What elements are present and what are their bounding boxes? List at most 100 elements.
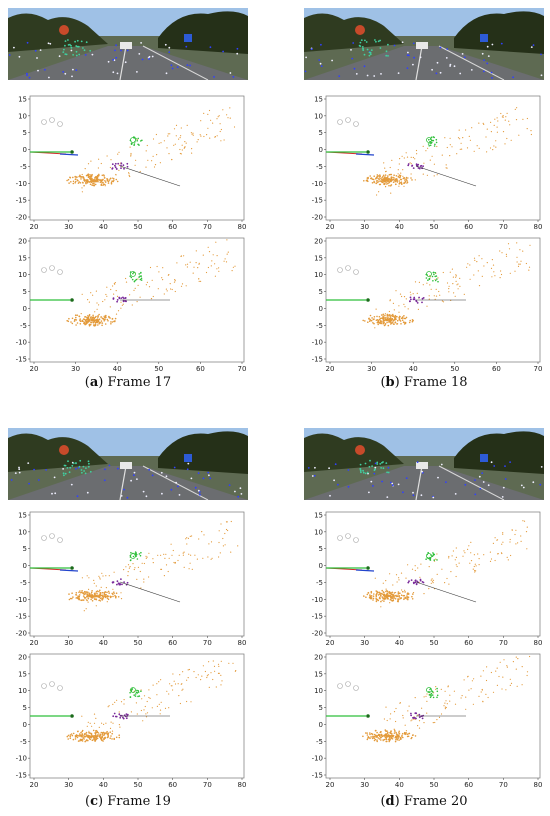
cloud-point — [367, 321, 369, 323]
cloud-point — [442, 271, 444, 274]
cloud-point — [514, 270, 516, 272]
cloud-point — [98, 173, 100, 176]
green-object-point — [436, 690, 439, 693]
x-tick-label: 60 — [168, 639, 177, 647]
cloud-point — [394, 729, 396, 731]
cloud-point — [86, 725, 88, 727]
cloud-point — [90, 598, 92, 601]
cloud-point — [405, 152, 407, 154]
cloud-point — [111, 177, 114, 179]
cloud-point — [68, 317, 70, 320]
cloud-point — [97, 180, 99, 183]
purple-object-point — [117, 162, 120, 165]
cloud-point — [91, 184, 93, 186]
cloud-point — [505, 116, 507, 118]
feature-point — [62, 472, 65, 475]
cloud-point — [102, 179, 104, 181]
cloud-point — [194, 554, 196, 556]
cloud-point — [373, 180, 375, 183]
cloud-point — [399, 320, 402, 322]
green-object-point — [133, 694, 135, 696]
cloud-point — [200, 135, 202, 137]
cloud-point — [518, 263, 520, 265]
cloud-point — [472, 568, 474, 570]
ego-position — [70, 714, 74, 718]
cloud-point — [375, 182, 378, 184]
cloud-point — [380, 322, 383, 325]
cloud-point — [205, 271, 208, 274]
cloud-point — [187, 677, 189, 679]
cloud-point — [97, 324, 99, 326]
feature-point — [36, 57, 38, 59]
cloud-point — [502, 676, 504, 678]
feature-point — [18, 466, 20, 469]
cloud-point — [528, 266, 531, 268]
cloud-point — [163, 575, 165, 577]
cloud-point — [148, 286, 151, 288]
cloud-point — [112, 593, 114, 595]
cloud-point — [186, 700, 188, 703]
feature-point — [75, 50, 78, 53]
cloud-point — [148, 689, 150, 691]
feature-point — [187, 462, 190, 465]
cloud-point — [101, 722, 103, 724]
feature-point — [115, 44, 117, 47]
cloud-point — [78, 735, 80, 737]
cloud-point — [367, 737, 369, 739]
cloud-point — [458, 129, 460, 131]
cloud-point — [208, 661, 210, 663]
cloud-point — [231, 270, 233, 272]
feature-point — [481, 472, 484, 474]
cloud-point — [118, 724, 120, 726]
cloud-point — [73, 320, 76, 322]
cloud-point — [423, 696, 425, 698]
cloud-point — [95, 598, 97, 600]
feature-point — [360, 471, 362, 474]
cloud-point — [429, 159, 431, 161]
cloud-point — [107, 598, 110, 601]
cloud-point — [160, 554, 162, 556]
cloud-point — [90, 174, 93, 177]
feature-point — [151, 474, 154, 477]
cloud-point — [172, 689, 174, 691]
cloud-point — [516, 685, 518, 687]
feature-point — [407, 51, 409, 54]
cloud-point — [125, 281, 128, 283]
cloud-point — [373, 733, 376, 736]
feature-point — [173, 466, 176, 469]
x-tick-label: 20 — [30, 365, 39, 373]
cloud-point — [220, 674, 222, 676]
cloud-point — [519, 263, 521, 265]
hollow-marker — [345, 533, 351, 539]
cloud-point — [95, 717, 97, 719]
hollow-marker — [49, 265, 55, 271]
cloud-point — [416, 153, 418, 155]
cloud-point — [386, 732, 389, 735]
feature-point — [70, 44, 72, 47]
feature-point — [141, 58, 144, 61]
cloud-point — [214, 263, 216, 265]
cloud-point — [391, 600, 394, 602]
feature-point — [48, 76, 50, 79]
green-object-point — [140, 279, 143, 281]
cloud-point — [457, 283, 459, 285]
green-object-point — [140, 690, 142, 692]
cloud-point — [206, 676, 208, 679]
cloud-point — [523, 520, 526, 522]
cloud-point — [492, 691, 495, 693]
cloud-point — [115, 290, 117, 292]
green-object-point — [132, 272, 134, 275]
cloud-point — [435, 295, 438, 297]
cloud-point — [380, 600, 382, 603]
cloud-point — [510, 682, 513, 684]
cloud-point — [127, 564, 130, 566]
cloud-point — [101, 324, 103, 327]
purple-object-point — [114, 166, 117, 169]
cloud-point — [191, 148, 193, 150]
cloud-point — [81, 173, 83, 176]
cloud-point — [81, 176, 83, 178]
cloud-point — [473, 257, 476, 259]
cloud-point — [461, 148, 463, 150]
cloud-point — [212, 678, 214, 681]
cloud-point — [463, 679, 465, 681]
